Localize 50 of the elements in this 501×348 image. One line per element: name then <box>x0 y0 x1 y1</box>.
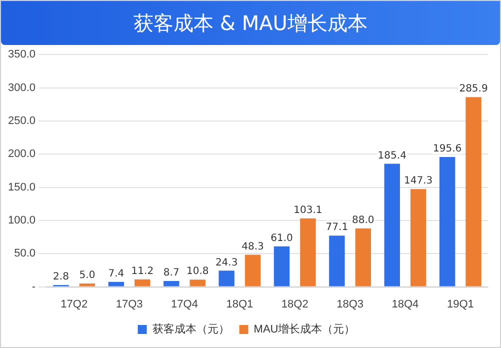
data-label: 185.4 <box>378 150 406 162</box>
x-tick-label: 17Q2 <box>60 298 88 310</box>
y-tick-label: 250.0 <box>8 114 36 127</box>
data-label: 5.0 <box>79 270 96 282</box>
bar <box>410 189 426 286</box>
bar <box>190 280 206 286</box>
data-label: 61.0 <box>270 232 293 244</box>
y-tick-label: 350.0 <box>8 48 36 61</box>
data-label: 8.7 <box>163 268 180 279</box>
bar <box>108 282 124 286</box>
data-label: 48.3 <box>242 241 264 252</box>
bar <box>134 279 150 286</box>
bar <box>355 228 372 286</box>
bar <box>79 283 96 286</box>
bar <box>384 164 400 286</box>
x-tick-label: 17Q4 <box>171 298 198 310</box>
data-label: 7.4 <box>108 268 124 280</box>
x-tick-label: 18Q2 <box>281 298 308 310</box>
bar <box>274 246 290 286</box>
data-label: 88.0 <box>352 215 374 226</box>
data-label: 103.1 <box>294 204 322 216</box>
y-tick-label: - <box>32 280 36 293</box>
bar <box>218 270 234 286</box>
legend-label: MAU增长成本（元） <box>254 322 356 336</box>
bar <box>300 218 316 286</box>
y-tick-label: 150.0 <box>8 181 36 194</box>
x-tick-label: 18Q1 <box>226 298 254 310</box>
bar <box>466 97 482 286</box>
data-label: 10.8 <box>186 266 209 278</box>
x-tick-label: 17Q3 <box>116 298 143 310</box>
data-label: 2.8 <box>53 272 69 283</box>
data-label: 147.3 <box>404 176 433 187</box>
chart-title: 获客成本 & MAU增长成本 <box>1 1 500 45</box>
data-label: 11.2 <box>131 266 154 277</box>
data-label: 285.9 <box>459 84 488 95</box>
y-tick-label: 300.0 <box>8 82 36 94</box>
bar <box>244 254 261 286</box>
x-tick-label: 18Q3 <box>336 298 364 310</box>
legend-label: 获客成本（元） <box>152 322 230 336</box>
data-label: 195.6 <box>432 144 462 155</box>
x-tick-label: 19Q1 <box>446 298 474 310</box>
y-tick-label: 200.0 <box>8 148 36 160</box>
y-tick-label: 100.0 <box>8 214 36 226</box>
x-tick-label: 18Q4 <box>392 298 419 310</box>
data-label: 77.1 <box>326 222 348 234</box>
data-label: 24.3 <box>215 257 238 268</box>
bar <box>329 236 345 286</box>
bar <box>164 281 180 286</box>
y-tick-label: 50.0 <box>14 248 36 260</box>
bar <box>439 157 456 286</box>
